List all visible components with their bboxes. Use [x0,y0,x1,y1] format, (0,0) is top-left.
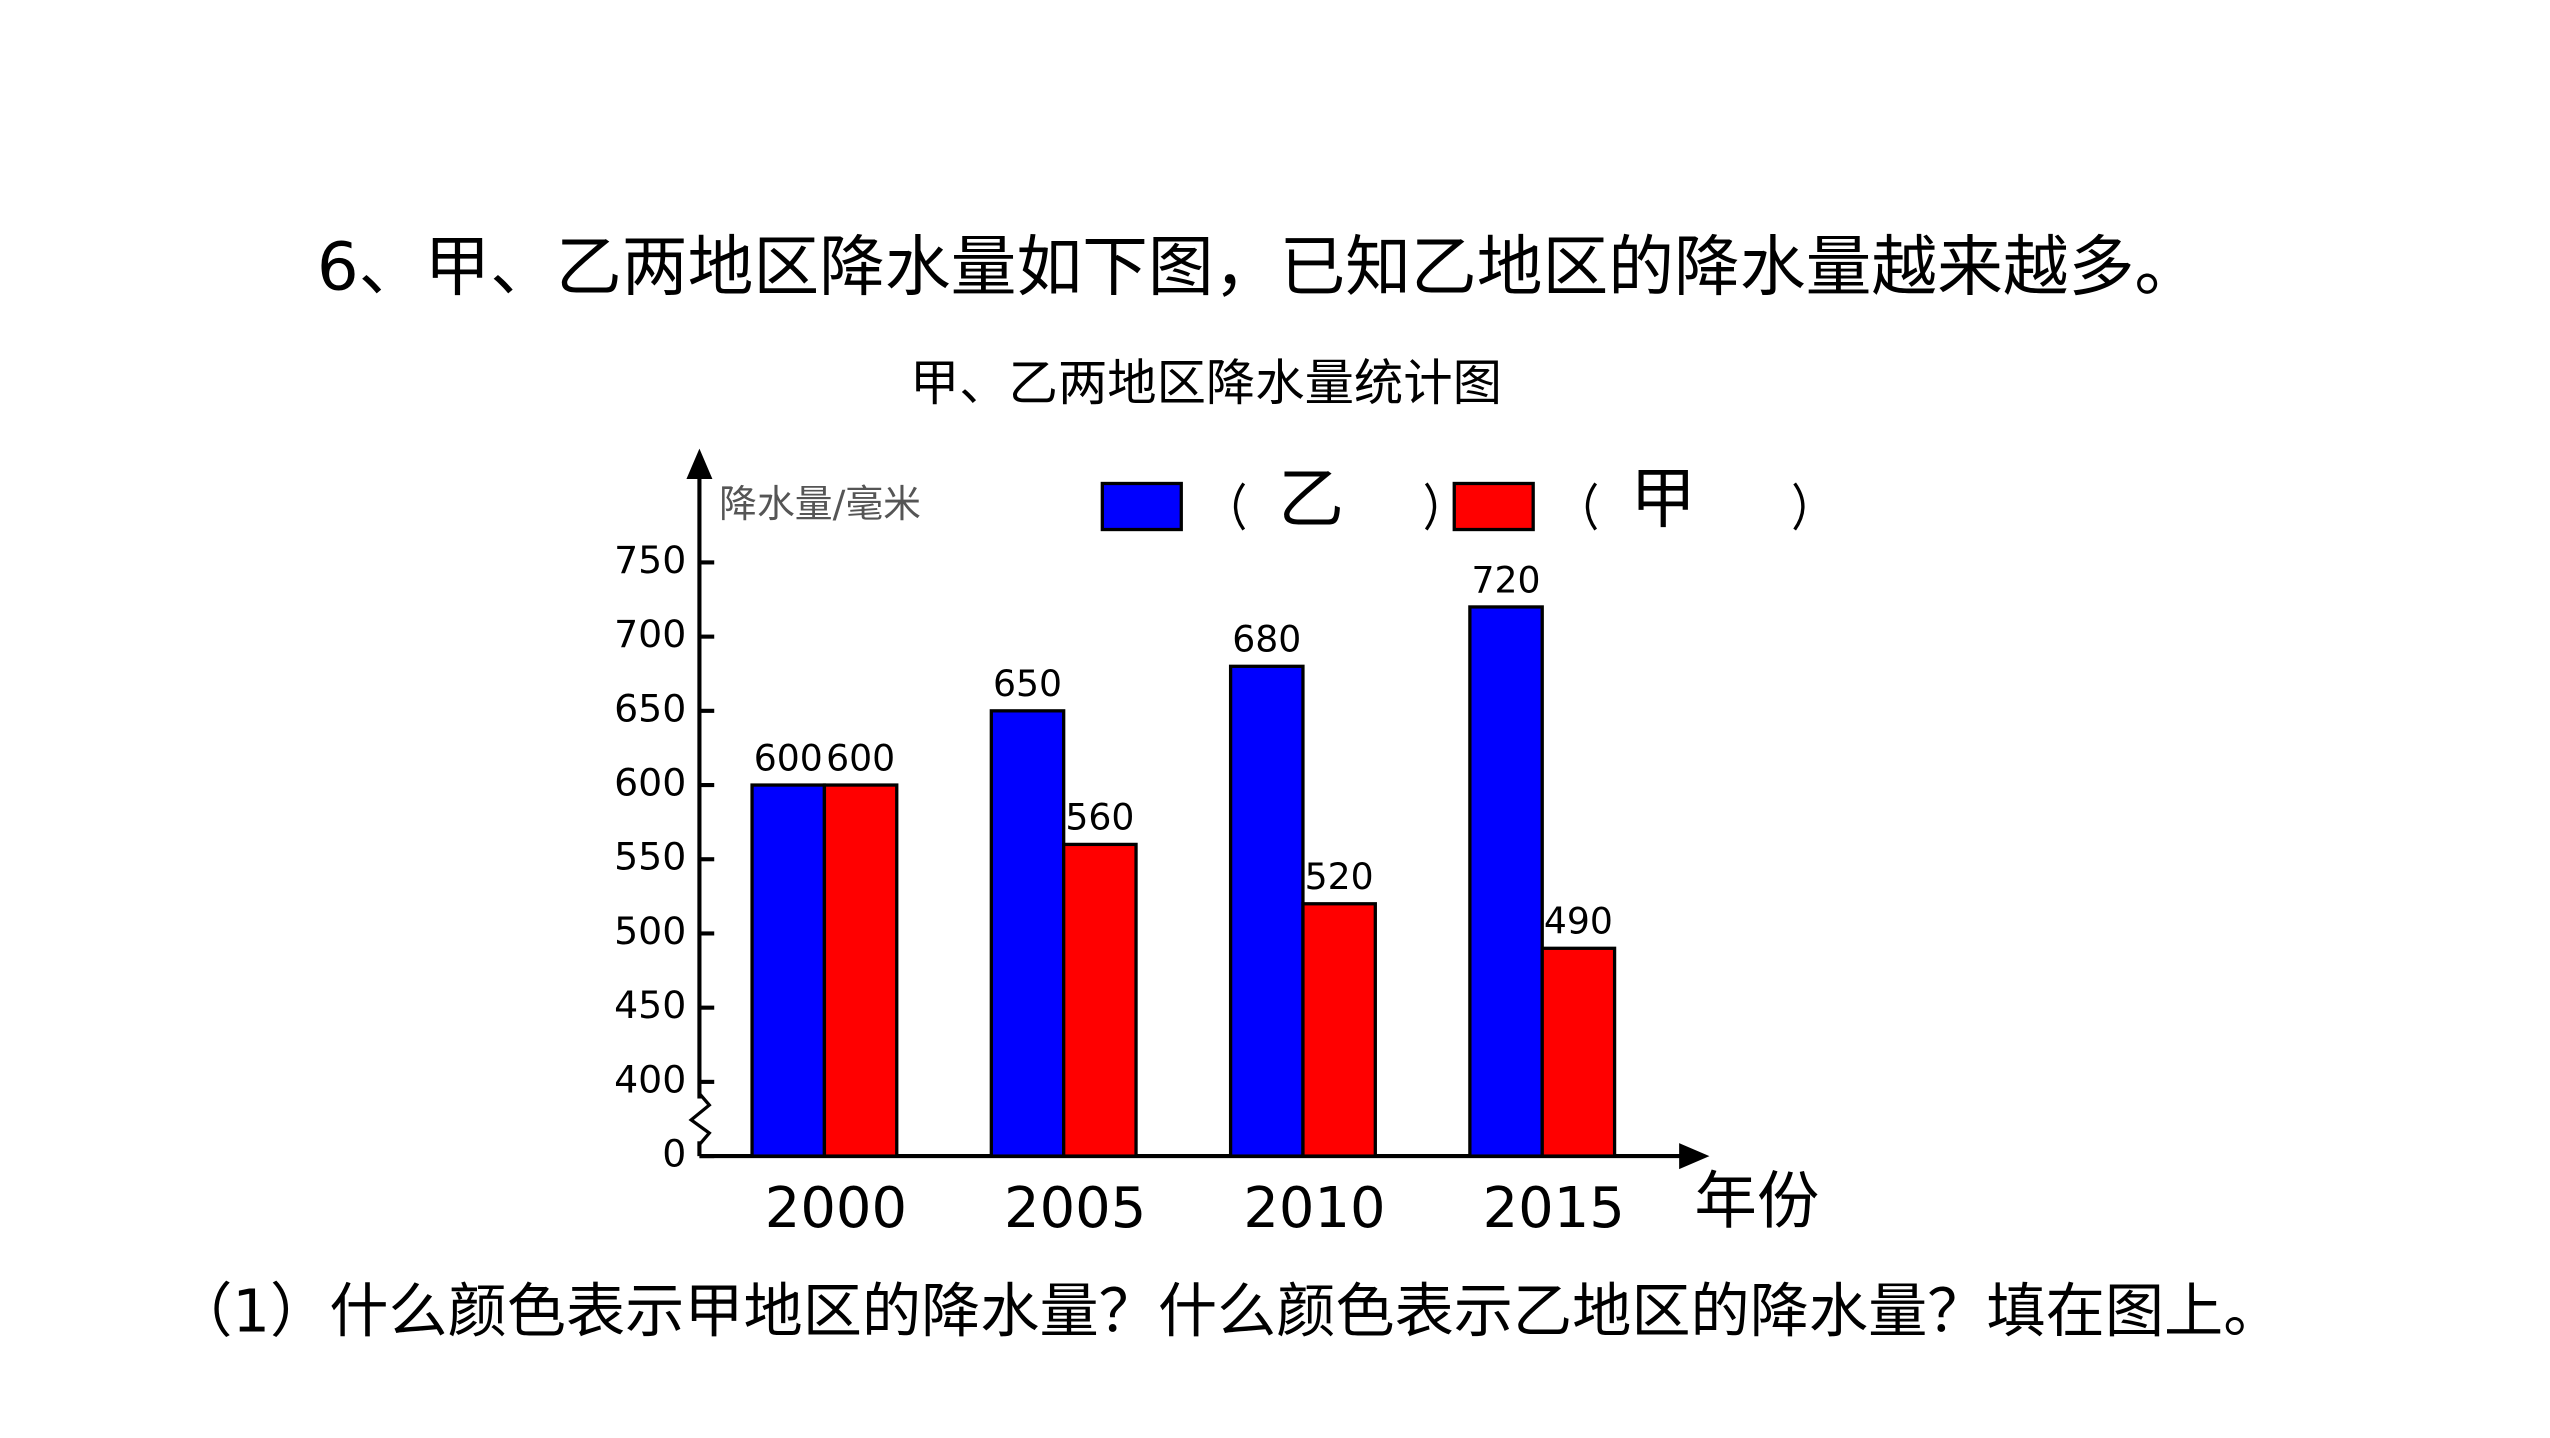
y-axis-label: 降水量/毫米 [719,482,921,526]
y-tick-label: 700 [614,612,686,656]
legend: 乙甲 [1100,460,1805,537]
axis-break [688,1092,712,1146]
legend-bracket [1793,482,1805,531]
y-tick-label: 600 [614,761,686,805]
value-label: 650 [993,662,1062,705]
y-tick-label: 500 [614,909,686,953]
legend-swatch [1100,481,1183,532]
bar [1540,946,1617,1158]
bar [822,783,899,1158]
heading: 6、甲、乙两地区降水量如下图，已知乙地区的降水量越来越多。 [317,228,2200,305]
y-tick-label: 750 [614,538,686,582]
x-tick-label: 2000 [765,1176,907,1241]
value-label: 490 [1544,900,1613,943]
legend-label: 乙 [1278,460,1344,537]
bar [1468,605,1544,1158]
y-tick-label: 650 [614,686,686,730]
y-tick-label: 550 [614,835,686,879]
value-label: 680 [1232,618,1301,661]
value-label: 600 [826,736,895,779]
value-label: 600 [754,736,823,779]
legend-bracket [1585,482,1598,531]
y-tick-label: 400 [614,1057,686,1101]
y-arrow [686,448,713,479]
y-tick-label: 0 [662,1132,686,1176]
x-tick-label: 2015 [1483,1176,1625,1241]
question: （1）什么颜色表示甲地区的降水量？什么颜色表示乙地区的降水量？填在图上。 [173,1277,2282,1346]
x-tick-label: 2010 [1243,1176,1385,1241]
legend-bracket [1424,482,1437,531]
bar [1301,902,1377,1158]
x-tick-label: 2005 [1004,1176,1146,1241]
bar [1228,664,1305,1158]
y-tick-label: 450 [614,983,686,1027]
legend-bracket [1233,482,1246,531]
x-axis-label: 年份 [1694,1164,1819,1237]
bar [1062,842,1138,1158]
x-arrow [1679,1143,1710,1170]
chart-title: 甲、乙两地区降水量统计图 [910,354,1502,412]
bar [750,783,827,1158]
legend-label: 甲 [1630,460,1696,537]
bar [989,709,1066,1158]
legend-swatch [1452,481,1535,532]
value-label: 560 [1065,796,1134,839]
value-label: 720 [1472,558,1541,601]
value-label: 520 [1305,855,1374,898]
